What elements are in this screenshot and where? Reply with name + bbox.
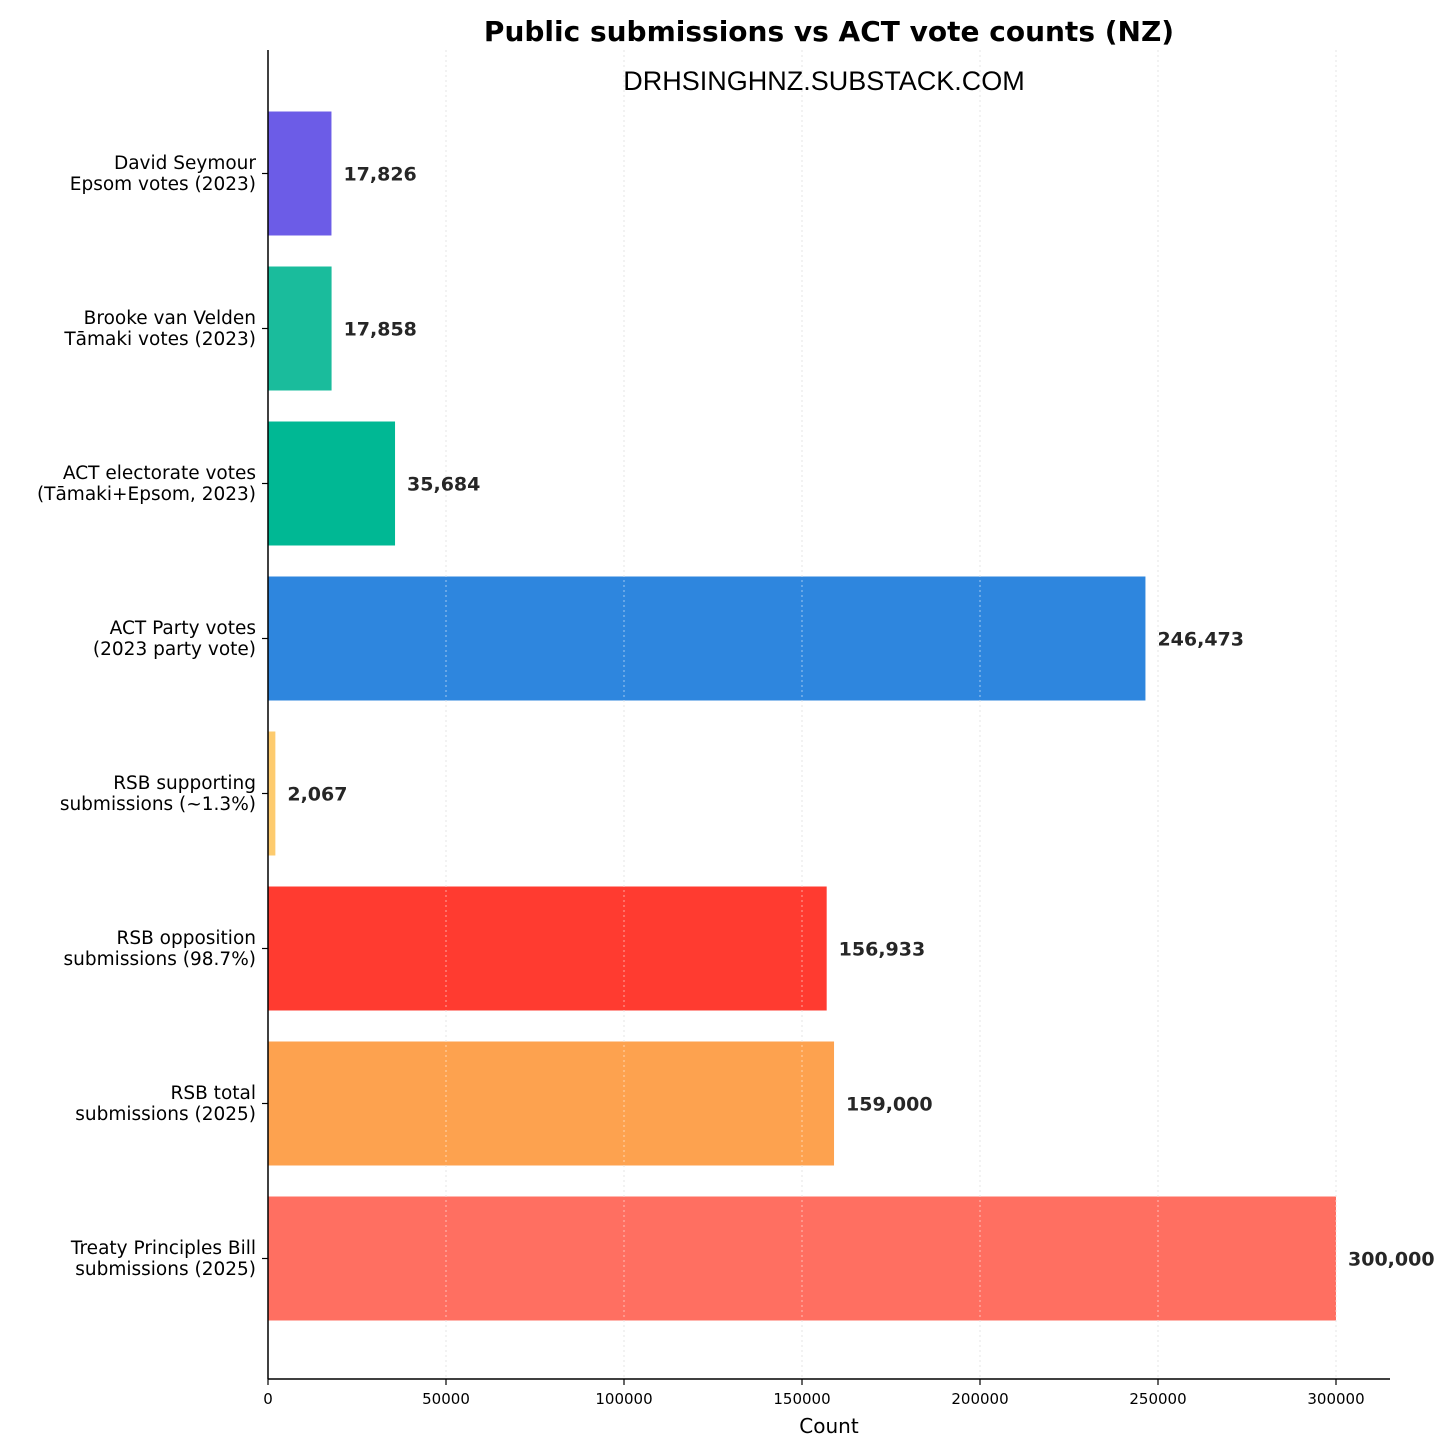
- bar: [268, 576, 1146, 701]
- grid-lines: [445, 50, 1337, 1379]
- chart-title: Public submissions vs ACT vote counts (N…: [484, 15, 1174, 48]
- value-label: 300,000: [1348, 1249, 1435, 1271]
- x-tick-label: 100000: [595, 1390, 652, 1408]
- bar: [268, 421, 396, 546]
- bars: [268, 111, 1336, 1321]
- value-label: 17,826: [343, 164, 416, 186]
- x-tick-label: 250000: [1129, 1390, 1186, 1408]
- bar: [268, 886, 827, 1011]
- x-axis-title: Count: [799, 1414, 859, 1438]
- value-label: 35,684: [407, 474, 480, 496]
- value-label: 246,473: [1157, 629, 1244, 651]
- value-label: 159,000: [846, 1094, 933, 1116]
- value-label: 2,067: [287, 784, 347, 806]
- x-tick-label: 50000: [422, 1390, 470, 1408]
- category-label: RSB total: [171, 1083, 256, 1104]
- value-label: 17,858: [344, 319, 417, 341]
- bar: [268, 1041, 835, 1166]
- category-label: Epsom votes (2023): [70, 174, 256, 195]
- grid-lines-over-bars: [445, 50, 1337, 1379]
- category-label: (2023 party vote): [93, 639, 256, 660]
- category-label: David Seymour: [114, 153, 256, 174]
- x-tick-label: 150000: [773, 1390, 830, 1408]
- category-label: Brooke van Velden: [84, 308, 256, 329]
- bar: [268, 266, 332, 391]
- x-axis-ticks: 0 50000 100000 150000 200000 250000 300000: [262, 172, 1365, 1408]
- category-label: RSB opposition: [116, 928, 256, 949]
- category-label: submissions (98.7%): [64, 949, 256, 970]
- x-tick-label: 0: [263, 1390, 273, 1408]
- bar: [268, 731, 276, 856]
- watermark-text: DRHSINGHNZ.SUBSTACK.COM: [623, 66, 1025, 96]
- bar: [268, 111, 332, 236]
- x-tick-label: 200000: [951, 1390, 1008, 1408]
- value-labels: 17,826 17,858 35,684 246,473 2,067 156,933 159…: [287, 164, 1434, 1271]
- bar: [268, 1196, 1336, 1321]
- category-label: ACT Party votes: [110, 618, 256, 639]
- category-label: submissions (2025): [75, 1259, 256, 1280]
- category-label: submissions (~1.3%): [60, 794, 256, 815]
- category-label: ACT electorate votes: [63, 463, 256, 484]
- category-label: Treaty Principles Bill: [70, 1238, 256, 1259]
- value-label: 156,933: [839, 939, 926, 961]
- category-label: RSB supporting: [113, 773, 256, 794]
- category-label: (Tāmaki+Epsom, 2023): [37, 484, 256, 505]
- x-tick-label: 300000: [1307, 1390, 1364, 1408]
- category-label: submissions (2025): [75, 1104, 256, 1125]
- category-label: Tāmaki votes (2023): [63, 329, 256, 350]
